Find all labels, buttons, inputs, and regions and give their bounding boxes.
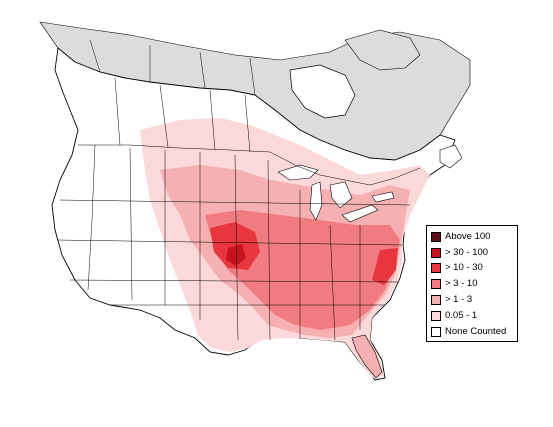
legend-item: > 3 - 10 bbox=[431, 276, 517, 292]
legend-item: > 30 - 100 bbox=[431, 245, 517, 261]
legend-swatch bbox=[431, 310, 441, 321]
legend-label: > 10 - 30 bbox=[445, 262, 483, 274]
legend-label: Above 100 bbox=[445, 230, 491, 242]
legend-swatch bbox=[431, 231, 441, 242]
density-30-100-patch bbox=[226, 244, 246, 266]
province-border bbox=[114, 77, 251, 153]
territory-border bbox=[89, 39, 256, 96]
legend-label: 0.05 - 1 bbox=[445, 309, 478, 321]
density-10-30-patch-east bbox=[372, 248, 398, 285]
lake-michigan bbox=[309, 181, 323, 221]
legend-item: > 10 - 30 bbox=[431, 261, 517, 277]
lake-huron bbox=[329, 181, 353, 209]
hudson-bay bbox=[289, 64, 356, 119]
legend-label: > 1 - 3 bbox=[445, 294, 473, 306]
state-border-horizontal bbox=[57, 199, 411, 306]
gulf-of-mexico bbox=[245, 342, 350, 375]
great-lakes bbox=[277, 164, 395, 223]
legend-swatch bbox=[431, 263, 441, 274]
lake-ontario bbox=[371, 191, 395, 203]
northeast-islands bbox=[344, 29, 421, 71]
lake-erie bbox=[341, 204, 379, 223]
boundary-lines bbox=[57, 39, 421, 341]
state-border bbox=[87, 144, 361, 341]
legend-item: None Counted bbox=[431, 324, 517, 340]
legend-item: 0.05 - 1 bbox=[431, 308, 517, 324]
legend-swatch bbox=[431, 295, 441, 306]
legend-swatch bbox=[431, 326, 441, 337]
legend-label: > 30 - 100 bbox=[445, 246, 489, 258]
legend-swatch bbox=[431, 247, 441, 258]
legend-label: > 3 - 10 bbox=[445, 278, 478, 290]
us-canada-border bbox=[78, 144, 421, 186]
map-legend: Above 100 > 30 - 100 > 10 - 30 > 3 - 10 … bbox=[426, 225, 518, 342]
florida-peninsula bbox=[351, 334, 383, 379]
newfoundland bbox=[439, 144, 463, 169]
legend-label: None Counted bbox=[445, 325, 507, 337]
lake-superior bbox=[277, 164, 319, 181]
density-layer bbox=[140, 118, 430, 378]
legend-swatch bbox=[431, 279, 441, 290]
legend-item: > 1 - 3 bbox=[431, 292, 517, 308]
legend-item: Above 100 bbox=[431, 229, 517, 245]
